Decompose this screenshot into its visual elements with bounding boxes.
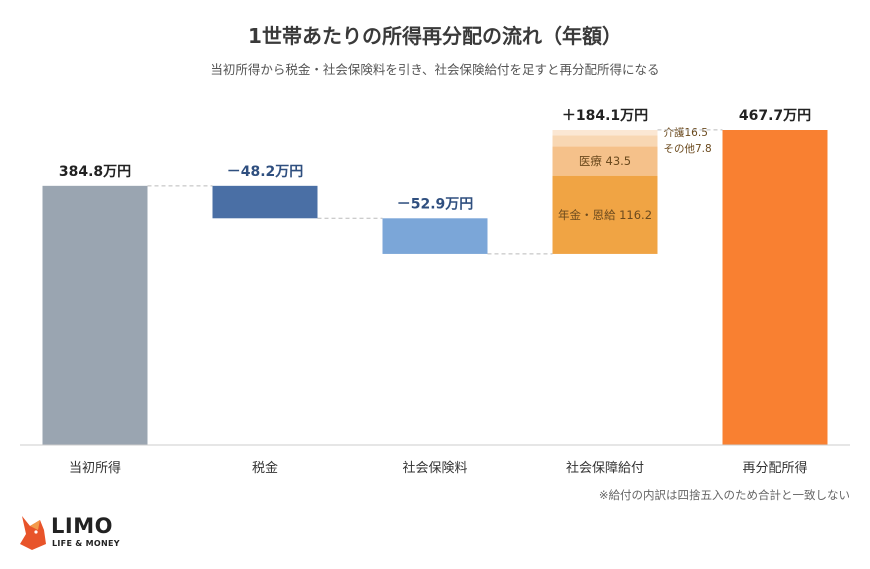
segment-label-1: 年金・恩給 116.2 bbox=[558, 208, 652, 222]
bar-segment-4 bbox=[552, 130, 658, 136]
bar-segment-3 bbox=[552, 135, 658, 147]
category-label-5: 再分配所得 bbox=[742, 460, 807, 476]
category-label-1: 当初所得 bbox=[69, 460, 121, 476]
segment-label-4: その他7.8 bbox=[664, 142, 712, 155]
logo-tagline: LIFE & MONEY bbox=[52, 539, 120, 548]
bar-3 bbox=[382, 218, 488, 254]
chart-title: 1世帯あたりの所得再分配の流れ（年額） bbox=[248, 24, 622, 48]
limo-logo: LIMO LIFE & MONEY bbox=[18, 514, 128, 554]
chart-subtitle: 当初所得から税金・社会保険料を引き、社会保険給付を足すと再分配所得になる bbox=[210, 62, 660, 77]
category-label-3: 社会保険料 bbox=[402, 460, 467, 476]
segment-label-2: 医療 43.5 bbox=[579, 154, 631, 168]
bar-2 bbox=[212, 185, 318, 219]
bar-1 bbox=[42, 185, 148, 445]
segment-label-3: 介護16.5 bbox=[664, 126, 708, 139]
category-label-2: 税金 bbox=[252, 460, 278, 476]
bar-segment-2 bbox=[552, 146, 658, 176]
bar-5 bbox=[722, 130, 828, 445]
value-label-4: ＋184.1万円 bbox=[562, 108, 648, 124]
fox-logo-icon bbox=[20, 516, 46, 550]
value-label-2: －48.2万円 bbox=[227, 164, 304, 180]
value-label-1: 384.8万円 bbox=[59, 164, 131, 180]
category-label-4: 社会保障給付 bbox=[566, 460, 644, 476]
footnote: ※給付の内訳は四捨五入のため合計と一致しない bbox=[598, 488, 850, 502]
logo-name: LIMO bbox=[51, 514, 113, 538]
bar-segment-1 bbox=[552, 175, 658, 254]
value-label-5: 467.7万円 bbox=[739, 108, 811, 124]
value-label-3: －52.9万円 bbox=[397, 196, 474, 212]
